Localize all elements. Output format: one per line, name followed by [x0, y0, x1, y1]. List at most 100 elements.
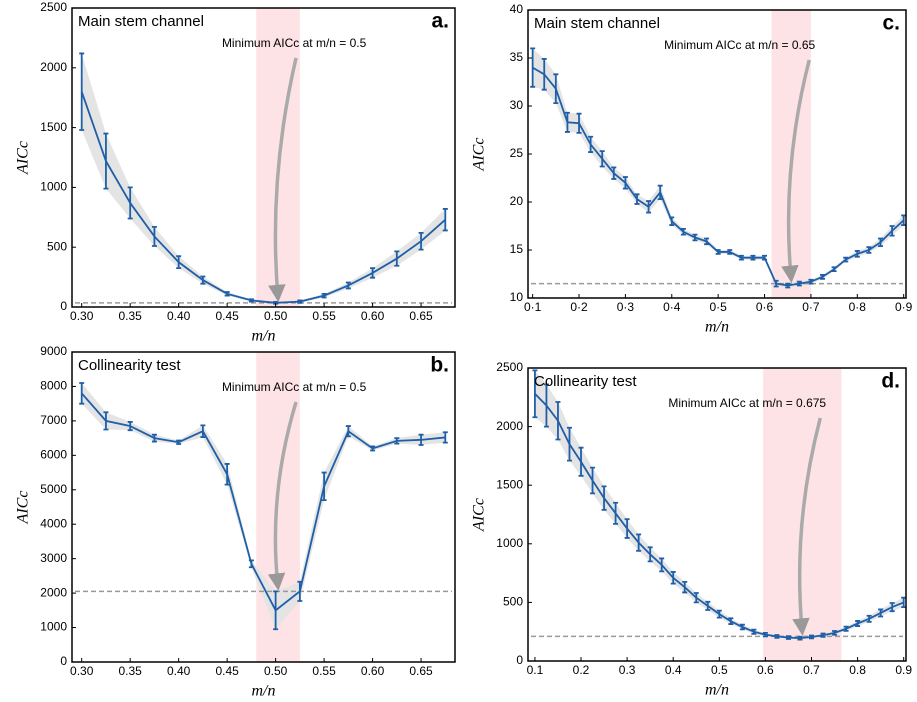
- axes-frame: [71, 351, 456, 663]
- error-bar: [820, 632, 826, 638]
- error-bar: [728, 617, 734, 625]
- error-bar: [176, 439, 182, 445]
- error-bar: [200, 424, 206, 438]
- error-bar: [750, 254, 756, 261]
- panel-label: c.: [882, 12, 900, 35]
- x-axis-label: m/n: [252, 328, 276, 345]
- error-bar: [878, 608, 884, 618]
- error-bar: [370, 267, 376, 279]
- y-axis-label: AICc: [471, 138, 488, 172]
- error-bar: [578, 446, 584, 477]
- error-bar: [831, 266, 837, 273]
- y-tick-label: 1000: [496, 536, 523, 550]
- error-bar: [176, 255, 182, 270]
- error-bar: [692, 233, 698, 242]
- error-bar: [151, 225, 157, 247]
- y-tick-label: 0: [60, 654, 67, 668]
- error-bar: [739, 623, 745, 631]
- error-bar: [843, 256, 849, 263]
- y-tick-label: 1500: [40, 120, 67, 134]
- x-axis-label: m/n: [705, 319, 729, 336]
- x-tick-label: 0·2: [570, 300, 588, 314]
- panel-title: Collinearity test: [78, 357, 181, 374]
- x-tick-label: 0.50: [264, 309, 288, 323]
- error-bar: [646, 200, 652, 214]
- x-tick-label: 0.45: [215, 309, 239, 323]
- error-bar: [669, 216, 675, 226]
- y-tick-label: 3000: [40, 551, 67, 565]
- error-bar: [127, 421, 133, 432]
- error-bar: [657, 184, 663, 201]
- error-bar: [843, 625, 849, 632]
- y-tick-label: 5000: [40, 482, 67, 496]
- x-tick-label: 0.45: [215, 664, 239, 678]
- y-tick-label: 30: [510, 98, 524, 112]
- x-tick-label: 0.7: [803, 663, 820, 677]
- error-bar: [889, 602, 895, 613]
- x-axis-label: m/n: [705, 682, 729, 699]
- error-bar: [553, 73, 559, 105]
- error-bar: [599, 150, 605, 168]
- panel: 0.30 0.35 0.40 0.45 0.50 0.55 0.60 0.65 0 500 1000…: [15, 0, 456, 345]
- y-tick-label: 1500: [496, 477, 523, 491]
- error-bar: [297, 580, 303, 602]
- x-tick-label: 0·4: [663, 300, 681, 314]
- error-bar: [418, 231, 424, 251]
- data-line: [534, 393, 905, 640]
- x-tick-label: 0.4: [665, 663, 682, 677]
- panel-title: Main stem channel: [534, 15, 660, 32]
- error-bar: [543, 383, 549, 428]
- error-bar: [588, 135, 594, 153]
- y-tick-label: 8000: [40, 379, 67, 393]
- arrow: [267, 401, 298, 591]
- error-bar: [832, 630, 838, 636]
- error-bar: [273, 590, 279, 631]
- error-bar: [659, 557, 665, 573]
- data-line: [81, 392, 446, 612]
- uncertainty-band: [532, 48, 904, 288]
- x-tick-label: 0.8: [849, 663, 866, 677]
- x-tick-label: 0·8: [849, 300, 867, 314]
- y-tick-label: 0: [516, 653, 523, 667]
- error-bar: [576, 112, 582, 134]
- error-bar: [727, 249, 733, 255]
- y-tick-label: 6000: [40, 448, 67, 462]
- y-tick-label: 500: [503, 595, 523, 609]
- error-bar: [541, 58, 547, 91]
- error-bar: [345, 425, 351, 438]
- x-tick-label: 0.35: [118, 309, 142, 323]
- y-tick-label: 25: [510, 146, 524, 160]
- error-bar: [321, 292, 327, 299]
- error-bar: [785, 635, 791, 640]
- error-bar: [682, 580, 688, 594]
- error-bar: [716, 609, 722, 619]
- error-bar: [762, 254, 768, 261]
- y-tick-label: 40: [510, 2, 524, 16]
- x-tick-label: 0·7: [802, 300, 820, 314]
- x-tick-label: 0·9: [895, 300, 913, 314]
- error-bar: [601, 485, 607, 511]
- error-bar: [785, 282, 791, 289]
- x-tick-label: 0.60: [361, 664, 385, 678]
- y-tick-label: 7000: [40, 413, 67, 427]
- error-bar: [877, 237, 883, 248]
- error-bar: [680, 227, 686, 236]
- uncertainty-band: [81, 383, 446, 630]
- x-tick-label: 0.2: [573, 663, 590, 677]
- x-tick-label: 0.6: [757, 663, 774, 677]
- y-tick-label: 2000: [496, 419, 523, 433]
- y-tick-label: 1000: [40, 180, 67, 194]
- error-bar: [773, 279, 779, 288]
- panel-label: a.: [431, 10, 449, 33]
- error-bar: [564, 111, 570, 133]
- error-bar: [103, 411, 109, 431]
- error-bar: [248, 298, 254, 303]
- y-tick-label: 20: [510, 194, 524, 208]
- error-bar: [345, 281, 351, 290]
- annotation: Minimum AICc at m/n = 0.5: [222, 380, 367, 394]
- y-axis-label: AICc: [471, 498, 488, 532]
- annotation: Minimum AICc at m/n = 0.675: [668, 396, 826, 410]
- error-bar: [532, 369, 538, 419]
- y-tick-label: 2000: [40, 585, 67, 599]
- error-bar: [634, 193, 640, 205]
